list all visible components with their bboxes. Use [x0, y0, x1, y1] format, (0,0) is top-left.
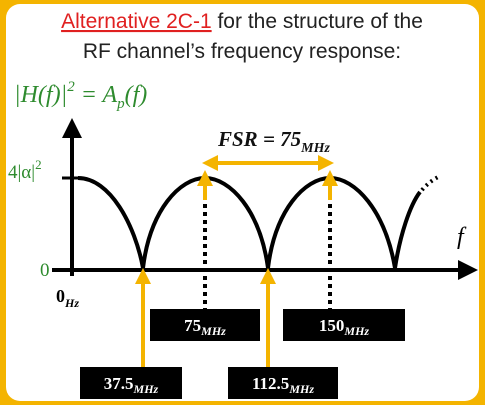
y-zero-label: 0	[40, 260, 50, 281]
eq-rhs: (f)	[125, 82, 148, 108]
marker-main: 150	[319, 316, 345, 335]
curve-continuation	[420, 174, 441, 192]
label-box	[80, 367, 182, 399]
x-origin-sub: Hz	[64, 296, 79, 310]
fsr-sub: MHz	[300, 141, 330, 156]
marker-sub: MHz	[200, 324, 226, 338]
title-rest: for the structure of the	[212, 10, 423, 33]
x-origin: 0	[56, 286, 65, 306]
eq-lhs: |H(f)|	[14, 82, 67, 108]
marker-label: 112.5MHz	[252, 374, 314, 396]
y-top: 4|α|	[8, 162, 35, 183]
marker-label: 75MHz	[184, 316, 226, 338]
marker-sub: MHz	[343, 324, 369, 338]
title-line1: Alternative 2C-1 for the structure of th…	[61, 10, 423, 33]
eq-mid: = A	[75, 82, 118, 108]
title-line2: RF channel’s frequency response:	[83, 40, 401, 63]
marker-sub: MHz	[288, 382, 314, 396]
title-highlight: Alternative 2C-1	[61, 10, 212, 33]
marker-main: 112.5	[252, 374, 289, 393]
label-box	[150, 309, 260, 341]
eq-power: 2	[67, 79, 75, 95]
label-box	[228, 367, 338, 399]
equation: |H(f)|2 = Ap(f)	[14, 79, 147, 112]
label-box	[283, 309, 405, 341]
fsr-main: FSR = 75	[217, 127, 301, 151]
marker-main: 37.5	[104, 374, 134, 393]
x-origin-label: 0Hz	[56, 286, 79, 310]
eq-sub: p	[116, 96, 125, 112]
response-curve	[77, 175, 422, 269]
x-axis-name: f	[457, 224, 467, 250]
y-top-label: 4|α|2	[8, 157, 42, 183]
marker-main: 75	[184, 316, 201, 335]
marker-sub: MHz	[133, 382, 159, 396]
fsr-label: FSR = 75MHz	[217, 127, 331, 156]
marker-label: 37.5MHz	[104, 374, 159, 396]
y-top-power: 2	[35, 157, 42, 172]
marker-label: 150MHz	[319, 316, 370, 338]
